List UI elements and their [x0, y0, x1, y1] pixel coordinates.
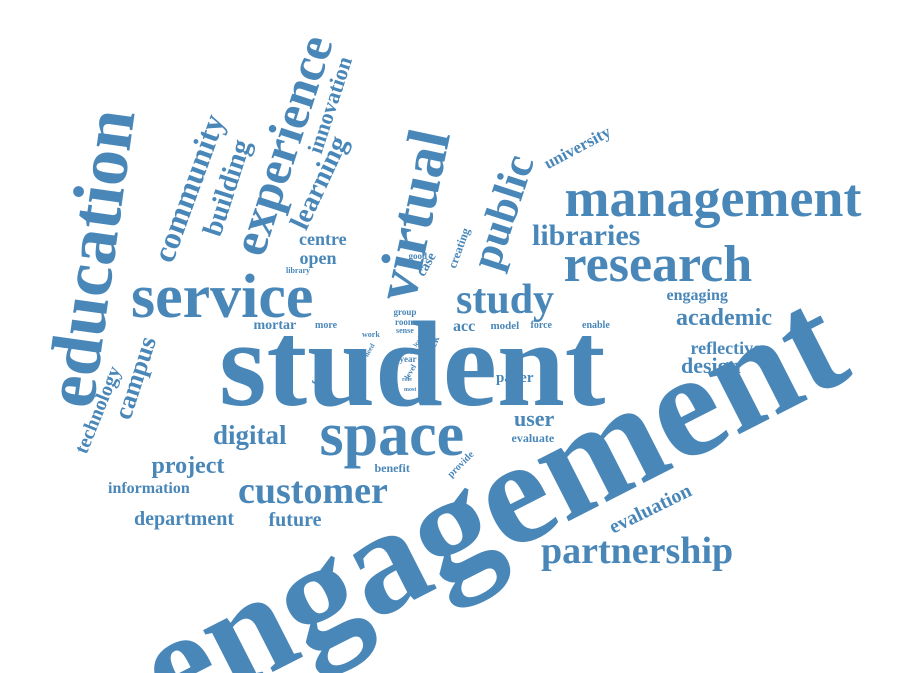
word-more: more — [315, 320, 338, 331]
word-staff: staff — [400, 346, 414, 355]
word-public: public — [460, 148, 544, 276]
word-evaluate: evaluate — [511, 431, 555, 445]
word-sense: sense — [396, 326, 414, 335]
word-virtual: virtual — [361, 123, 463, 307]
word-benefit: benefit — [374, 461, 410, 475]
word-work: work — [362, 330, 380, 339]
word-centre: centre — [299, 229, 347, 249]
word-reflective: reflective — [690, 338, 762, 358]
word-mortar: mortar — [253, 318, 297, 333]
word-management: management — [564, 168, 862, 228]
word-role: role — [402, 377, 412, 383]
word-user: user — [514, 406, 555, 431]
word-year: year — [399, 353, 417, 364]
word-student: student — [219, 297, 606, 432]
word-library: library — [286, 266, 310, 275]
word-open: open — [299, 248, 337, 268]
word-libraries: libraries — [532, 219, 641, 252]
word-department: department — [134, 508, 234, 530]
word-model: model — [490, 319, 520, 332]
word-research: research — [563, 236, 753, 293]
word-academic: academic — [676, 305, 772, 331]
word-future: future — [268, 509, 322, 531]
word-paper: paper — [496, 369, 534, 386]
word-space: space — [319, 401, 465, 469]
word-acc: acc — [453, 318, 476, 335]
word-university: university — [540, 121, 614, 173]
word-partnership: partnership — [541, 530, 734, 572]
word-force: force — [530, 320, 552, 331]
word-digital: digital — [213, 419, 287, 450]
word-service: service — [131, 263, 314, 331]
word-good: good — [408, 250, 428, 261]
word-study: study — [456, 277, 555, 323]
word-customer: customer — [238, 470, 388, 512]
word-design: design — [681, 353, 741, 378]
word-group: group — [393, 306, 417, 317]
word-project: project — [151, 453, 225, 479]
word-room: room — [395, 316, 416, 327]
word-information: information — [108, 480, 190, 497]
word-most: most — [404, 387, 417, 393]
word-enable: enable — [582, 320, 610, 331]
word-engaging: engaging — [666, 287, 728, 304]
